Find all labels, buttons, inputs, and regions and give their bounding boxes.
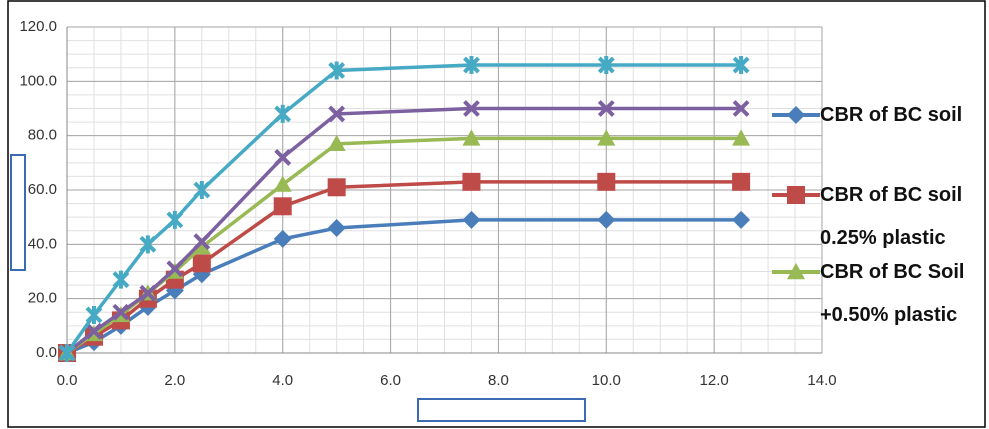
x-tick-label: 0.0 xyxy=(57,372,78,389)
x-tick-label: 12.0 xyxy=(700,372,729,389)
x-title-box xyxy=(417,398,586,422)
marker xyxy=(462,129,481,146)
y-tick-label: 60.0 xyxy=(28,181,57,198)
marker xyxy=(274,148,292,166)
legend-marker xyxy=(787,106,805,124)
marker xyxy=(462,210,481,229)
marker xyxy=(166,210,184,229)
marker xyxy=(328,105,346,123)
x-tick-label: 10.0 xyxy=(592,372,621,389)
legend-label: CBR of BC Soil +0.50% plastic xyxy=(820,261,965,326)
marker xyxy=(273,175,292,192)
x-tick-label: 6.0 xyxy=(380,372,401,389)
marker xyxy=(597,100,615,117)
series-line xyxy=(66,180,742,355)
y-tick-label: 0.0 xyxy=(36,344,57,361)
marker xyxy=(597,129,616,146)
marker xyxy=(597,172,616,191)
legend-marker xyxy=(787,186,805,204)
marker xyxy=(85,322,103,340)
marker xyxy=(112,303,130,321)
marker xyxy=(85,305,103,324)
marker xyxy=(139,284,157,302)
marker xyxy=(463,56,480,75)
x-tick-label: 4.0 xyxy=(272,372,293,389)
marker xyxy=(732,129,751,146)
marker xyxy=(597,210,616,229)
marker xyxy=(166,260,184,278)
marker xyxy=(597,56,615,75)
x-tick-label: 8.0 xyxy=(488,372,509,389)
marker xyxy=(732,100,750,117)
marker xyxy=(327,219,346,238)
y-tick-label: 40.0 xyxy=(28,235,57,252)
y-tick-label: 80.0 xyxy=(28,127,57,144)
marker xyxy=(327,178,346,197)
y-tick-label: 100.0 xyxy=(19,72,57,89)
legend-marker xyxy=(787,263,805,280)
legend-label: CBR of BC soil xyxy=(820,104,963,126)
marker xyxy=(732,210,751,229)
marker xyxy=(112,270,130,289)
marker xyxy=(192,238,211,255)
y-tick-label: 20.0 xyxy=(28,290,57,307)
marker xyxy=(139,235,157,254)
marker xyxy=(463,100,480,117)
x-tick-label: 14.0 xyxy=(807,372,836,389)
marker xyxy=(274,104,292,123)
marker xyxy=(462,172,481,191)
x-tick-label: 2.0 xyxy=(164,372,185,389)
marker xyxy=(58,344,76,362)
legend-label: CBR of BC soil 0.25% plastic xyxy=(820,184,963,249)
marker xyxy=(193,181,211,199)
marker xyxy=(328,61,346,80)
y-tick-label: 120.0 xyxy=(19,18,57,35)
y-title-box xyxy=(10,154,26,271)
marker xyxy=(732,56,750,75)
marker xyxy=(273,197,292,216)
marker xyxy=(273,229,292,248)
marker xyxy=(192,254,211,273)
frame xyxy=(7,0,986,428)
marker xyxy=(327,134,346,152)
marker xyxy=(193,233,211,251)
series-line xyxy=(65,136,742,355)
marker xyxy=(732,172,751,191)
